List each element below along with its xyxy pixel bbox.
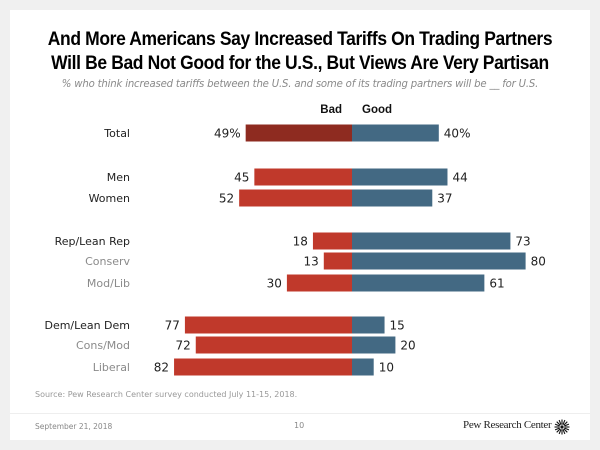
category-label: Conserv (85, 255, 130, 268)
chart-title-line-1: And More Americans Say Increased Tariffs… (47, 29, 553, 50)
bar-bad (239, 189, 352, 207)
logo-ray (563, 428, 568, 433)
bar-good (352, 252, 526, 270)
data-label-good: 15 (390, 319, 405, 333)
logo-ray (556, 421, 561, 426)
category-label: Total (103, 127, 130, 140)
data-label-bad: 49% (214, 127, 241, 141)
data-label-good: 40% (444, 127, 471, 141)
logo-ray (564, 427, 570, 431)
data-label-bad: 77 (165, 319, 180, 333)
data-label-bad: 13 (304, 255, 319, 269)
data-label-bad: 45 (234, 171, 249, 185)
bar-good (352, 189, 433, 207)
data-label-good: 20 (400, 339, 415, 353)
category-label: Cons/Mod (76, 339, 130, 352)
logo-ray (564, 423, 570, 427)
data-label-bad: 82 (154, 361, 169, 375)
data-label-good: 37 (437, 192, 452, 206)
bar-bad (195, 336, 352, 354)
brand-name: Pew Research Center (463, 419, 552, 431)
category-label: Women (89, 192, 130, 205)
logo-ray (558, 419, 562, 425)
data-label-good: 61 (489, 277, 504, 291)
chart-title: And More Americans Say Increased Tariffs… (24, 28, 576, 76)
bar-good (352, 168, 448, 186)
category-label: Rep/Lean Rep (55, 235, 130, 248)
chart-title-line-2: Will Be Bad Not Good for the U.S., But V… (51, 53, 549, 74)
bar-bad (245, 124, 352, 142)
logo-ray (554, 427, 560, 431)
bar-good (352, 232, 511, 250)
bar-good (352, 316, 385, 334)
data-label-bad: 30 (267, 277, 282, 291)
logo-ray (556, 428, 561, 433)
bar-bad (254, 168, 352, 186)
data-label-bad: 72 (175, 339, 190, 353)
bar-bad (286, 274, 352, 292)
column-header-good: Good (362, 104, 392, 116)
logo-ray (563, 421, 568, 426)
logo-ray (562, 419, 566, 425)
column-header-bad: Bad (320, 104, 342, 116)
category-label: Mod/Lib (87, 277, 130, 290)
logo-ray (558, 429, 562, 435)
page-number: 10 (294, 421, 305, 430)
bar-good (352, 336, 396, 354)
data-label-bad: 18 (293, 235, 308, 249)
data-label-bad: 52 (219, 192, 234, 206)
logo-ray (562, 429, 566, 435)
data-label-good: 44 (452, 171, 467, 185)
bar-good (352, 274, 485, 292)
footer-divider (10, 413, 590, 414)
source-note: Source: Pew Research Center survey condu… (35, 390, 298, 399)
pew-sunburst-logo-icon (554, 419, 570, 435)
bar-good (352, 358, 374, 376)
logo-ray (554, 423, 560, 427)
chart-subtitle: % who think increased tariffs between th… (61, 77, 539, 90)
data-label-good: 10 (379, 361, 394, 375)
category-label: Men (107, 171, 130, 184)
bar-bad (312, 232, 352, 250)
data-label-good: 80 (531, 255, 546, 269)
category-label: Liberal (93, 361, 130, 374)
category-label: Dem/Lean Dem (44, 319, 130, 332)
bar-good (352, 124, 439, 142)
bar-bad (184, 316, 352, 334)
bar-bad (323, 252, 352, 270)
footer-date: September 21, 2018 (35, 422, 113, 431)
data-label-good: 73 (515, 235, 530, 249)
bar-bad (174, 358, 352, 376)
